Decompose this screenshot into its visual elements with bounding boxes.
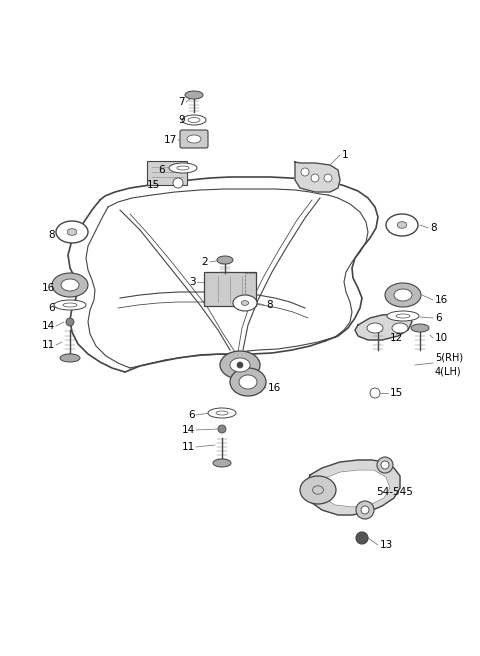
Text: 15: 15: [390, 388, 403, 398]
Text: 6: 6: [48, 303, 55, 313]
Text: 14: 14: [42, 321, 55, 331]
Text: 3: 3: [190, 277, 196, 287]
Ellipse shape: [60, 354, 80, 362]
Text: 15: 15: [147, 180, 160, 190]
Text: 11: 11: [182, 442, 195, 452]
Ellipse shape: [300, 476, 336, 504]
Circle shape: [324, 174, 332, 182]
Text: 9: 9: [179, 115, 185, 125]
Ellipse shape: [182, 115, 206, 125]
Circle shape: [361, 506, 369, 514]
Text: 6: 6: [188, 410, 195, 420]
Text: 54-545: 54-545: [376, 487, 413, 497]
Text: 13: 13: [380, 540, 393, 550]
Ellipse shape: [213, 459, 231, 467]
Ellipse shape: [386, 214, 418, 236]
Polygon shape: [318, 470, 390, 507]
Circle shape: [237, 362, 243, 368]
Ellipse shape: [392, 323, 408, 333]
Ellipse shape: [185, 91, 203, 99]
Ellipse shape: [387, 311, 419, 321]
Ellipse shape: [63, 303, 77, 307]
Ellipse shape: [177, 166, 189, 170]
Ellipse shape: [241, 300, 249, 306]
Text: 6: 6: [158, 165, 165, 175]
Ellipse shape: [220, 351, 260, 379]
Text: 8: 8: [266, 300, 273, 310]
Circle shape: [301, 168, 309, 176]
Circle shape: [311, 174, 319, 182]
FancyBboxPatch shape: [180, 130, 208, 148]
Text: 7: 7: [179, 97, 185, 107]
Ellipse shape: [411, 324, 429, 332]
Circle shape: [381, 461, 389, 469]
Circle shape: [356, 501, 374, 519]
Text: 1: 1: [342, 150, 348, 160]
Ellipse shape: [394, 289, 412, 301]
Text: 5(RH): 5(RH): [435, 353, 463, 363]
Ellipse shape: [233, 295, 257, 311]
Ellipse shape: [230, 358, 250, 372]
Ellipse shape: [67, 229, 77, 236]
Text: 16: 16: [268, 383, 281, 393]
Text: 8: 8: [430, 223, 437, 233]
Ellipse shape: [312, 486, 324, 494]
Ellipse shape: [367, 323, 383, 333]
Ellipse shape: [52, 273, 88, 297]
Ellipse shape: [56, 221, 88, 243]
Text: 10: 10: [435, 333, 448, 343]
Circle shape: [356, 532, 368, 544]
Circle shape: [173, 178, 183, 188]
Ellipse shape: [230, 368, 266, 396]
Polygon shape: [355, 314, 412, 340]
Text: 4(LH): 4(LH): [435, 367, 462, 377]
Ellipse shape: [396, 314, 410, 318]
Ellipse shape: [169, 163, 197, 173]
Ellipse shape: [397, 222, 407, 228]
Circle shape: [218, 425, 226, 433]
Ellipse shape: [217, 256, 233, 264]
Text: 6: 6: [435, 313, 442, 323]
Text: 17: 17: [164, 135, 177, 145]
Circle shape: [66, 318, 74, 326]
Ellipse shape: [216, 411, 228, 415]
Text: 8: 8: [48, 230, 55, 240]
FancyBboxPatch shape: [204, 272, 256, 306]
Text: 2: 2: [202, 257, 208, 267]
Ellipse shape: [208, 408, 236, 418]
Text: 16: 16: [435, 295, 448, 305]
Text: 16: 16: [42, 283, 55, 293]
Ellipse shape: [187, 135, 201, 143]
Text: 11: 11: [42, 340, 55, 350]
Circle shape: [370, 388, 380, 398]
Text: 12: 12: [390, 333, 403, 343]
Ellipse shape: [54, 300, 86, 310]
Ellipse shape: [239, 375, 257, 389]
Ellipse shape: [188, 117, 200, 123]
Ellipse shape: [61, 279, 79, 291]
Polygon shape: [305, 460, 400, 515]
FancyBboxPatch shape: [147, 161, 187, 185]
Ellipse shape: [385, 283, 421, 307]
Polygon shape: [295, 162, 340, 192]
Circle shape: [377, 457, 393, 473]
Text: 14: 14: [182, 425, 195, 435]
